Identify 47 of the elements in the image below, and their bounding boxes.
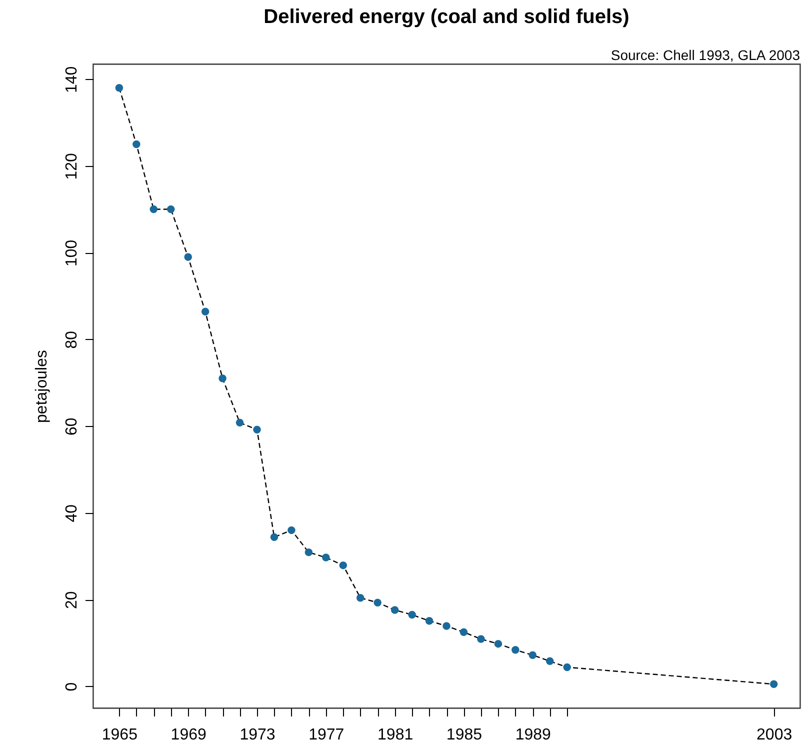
point bbox=[304, 548, 313, 556]
y-tick-label: 140 bbox=[64, 66, 80, 94]
point bbox=[150, 205, 158, 214]
point bbox=[253, 426, 261, 434]
point bbox=[460, 628, 468, 636]
x-tick-label: 1989 bbox=[515, 726, 552, 744]
point bbox=[288, 526, 296, 534]
point bbox=[132, 140, 140, 148]
x-tick-label: 2003 bbox=[756, 726, 792, 744]
point bbox=[770, 680, 778, 688]
chart-title: Delivered energy (coal and solid fuels) bbox=[264, 6, 630, 28]
y-tick-label: 20 bbox=[64, 591, 80, 609]
point bbox=[408, 610, 416, 619]
source-note: Source: Chell 1993, GLA 2003 bbox=[610, 47, 800, 63]
y-tick-label: 0 bbox=[64, 682, 80, 692]
point bbox=[166, 205, 175, 214]
point bbox=[270, 533, 278, 541]
x-tick-label: 1973 bbox=[240, 726, 276, 744]
x-tick-label: 1981 bbox=[378, 726, 414, 744]
point bbox=[425, 616, 434, 625]
x-tick-label: 1965 bbox=[102, 726, 138, 744]
point bbox=[390, 606, 399, 614]
y-tick-label: 100 bbox=[64, 240, 80, 266]
point bbox=[442, 622, 450, 630]
point bbox=[374, 598, 382, 606]
point bbox=[356, 594, 364, 602]
y-tick-label: 80 bbox=[64, 330, 80, 349]
y-tick-label: 40 bbox=[64, 504, 80, 522]
point bbox=[184, 253, 192, 261]
point bbox=[546, 657, 554, 666]
y-tick-label: 120 bbox=[64, 152, 80, 180]
point bbox=[563, 663, 571, 672]
x-tick-label: 1969 bbox=[170, 726, 206, 744]
point bbox=[115, 84, 124, 92]
point bbox=[322, 554, 330, 562]
point bbox=[339, 561, 348, 570]
point bbox=[218, 374, 226, 382]
point bbox=[528, 651, 537, 659]
y-axis-title: petajoules bbox=[34, 350, 50, 423]
point bbox=[477, 635, 485, 643]
y-tick-label: 60 bbox=[64, 418, 80, 436]
x-tick-label: 1977 bbox=[308, 726, 344, 744]
x-tick-label: 1985 bbox=[446, 726, 482, 744]
point bbox=[201, 308, 210, 316]
point bbox=[494, 640, 502, 648]
point bbox=[236, 418, 244, 427]
point bbox=[512, 646, 520, 654]
